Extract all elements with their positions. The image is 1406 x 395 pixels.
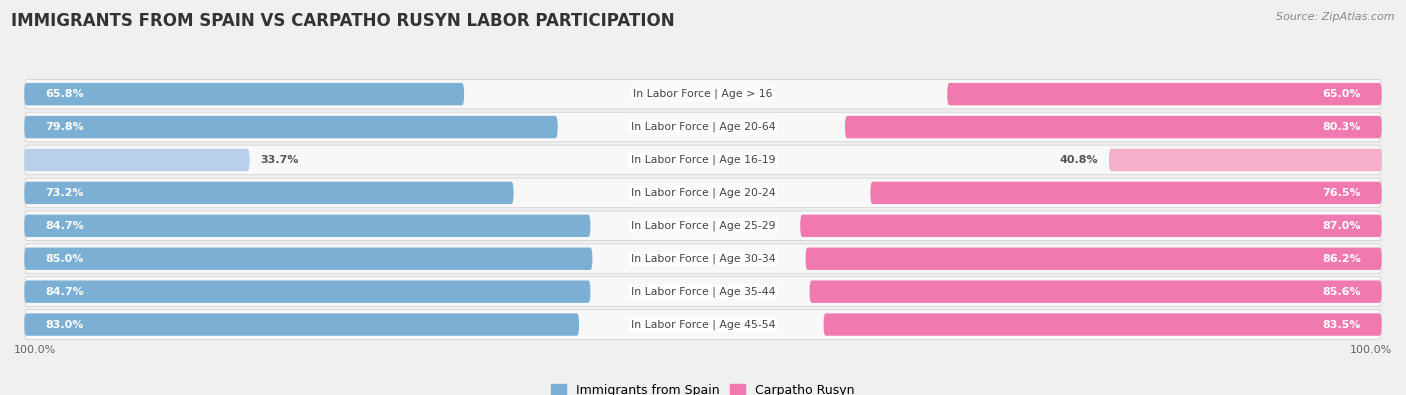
Text: 79.8%: 79.8% <box>45 122 84 132</box>
Text: 83.5%: 83.5% <box>1323 320 1361 329</box>
Text: 85.6%: 85.6% <box>1322 287 1361 297</box>
FancyBboxPatch shape <box>24 214 591 237</box>
FancyBboxPatch shape <box>948 83 1382 105</box>
Text: 65.0%: 65.0% <box>1323 89 1361 99</box>
FancyBboxPatch shape <box>810 280 1382 303</box>
Text: 80.3%: 80.3% <box>1323 122 1361 132</box>
Text: 73.2%: 73.2% <box>45 188 83 198</box>
Text: 86.2%: 86.2% <box>1322 254 1361 264</box>
Text: 33.7%: 33.7% <box>260 155 298 165</box>
Text: 76.5%: 76.5% <box>1322 188 1361 198</box>
Legend: Immigrants from Spain, Carpatho Rusyn: Immigrants from Spain, Carpatho Rusyn <box>547 379 859 395</box>
Text: 84.7%: 84.7% <box>45 221 84 231</box>
Text: In Labor Force | Age 45-54: In Labor Force | Age 45-54 <box>631 319 775 330</box>
FancyBboxPatch shape <box>24 149 250 171</box>
Text: 100.0%: 100.0% <box>1350 345 1392 355</box>
FancyBboxPatch shape <box>824 313 1382 336</box>
Text: In Labor Force | Age > 16: In Labor Force | Age > 16 <box>633 89 773 100</box>
Text: 40.8%: 40.8% <box>1060 155 1098 165</box>
FancyBboxPatch shape <box>24 280 591 303</box>
FancyBboxPatch shape <box>24 182 513 204</box>
FancyBboxPatch shape <box>24 112 1382 142</box>
Text: 100.0%: 100.0% <box>14 345 56 355</box>
FancyBboxPatch shape <box>24 116 558 138</box>
FancyBboxPatch shape <box>24 83 464 105</box>
Text: In Labor Force | Age 35-44: In Labor Force | Age 35-44 <box>631 286 775 297</box>
Text: IMMIGRANTS FROM SPAIN VS CARPATHO RUSYN LABOR PARTICIPATION: IMMIGRANTS FROM SPAIN VS CARPATHO RUSYN … <box>11 12 675 30</box>
Text: Source: ZipAtlas.com: Source: ZipAtlas.com <box>1277 12 1395 22</box>
FancyBboxPatch shape <box>24 310 1382 339</box>
FancyBboxPatch shape <box>24 248 592 270</box>
Text: In Labor Force | Age 20-64: In Labor Force | Age 20-64 <box>631 122 775 132</box>
FancyBboxPatch shape <box>24 211 1382 241</box>
Text: 84.7%: 84.7% <box>45 287 84 297</box>
FancyBboxPatch shape <box>845 116 1382 138</box>
FancyBboxPatch shape <box>800 214 1382 237</box>
FancyBboxPatch shape <box>24 79 1382 109</box>
Text: 83.0%: 83.0% <box>45 320 83 329</box>
Text: In Labor Force | Age 20-24: In Labor Force | Age 20-24 <box>631 188 775 198</box>
FancyBboxPatch shape <box>24 244 1382 273</box>
FancyBboxPatch shape <box>806 248 1382 270</box>
FancyBboxPatch shape <box>870 182 1382 204</box>
Text: In Labor Force | Age 30-34: In Labor Force | Age 30-34 <box>631 254 775 264</box>
FancyBboxPatch shape <box>24 313 579 336</box>
Text: 65.8%: 65.8% <box>45 89 84 99</box>
Text: 87.0%: 87.0% <box>1323 221 1361 231</box>
FancyBboxPatch shape <box>24 145 1382 175</box>
Text: 85.0%: 85.0% <box>45 254 83 264</box>
Text: In Labor Force | Age 16-19: In Labor Force | Age 16-19 <box>631 155 775 165</box>
Text: In Labor Force | Age 25-29: In Labor Force | Age 25-29 <box>631 220 775 231</box>
FancyBboxPatch shape <box>24 178 1382 208</box>
FancyBboxPatch shape <box>1109 149 1382 171</box>
FancyBboxPatch shape <box>24 277 1382 307</box>
